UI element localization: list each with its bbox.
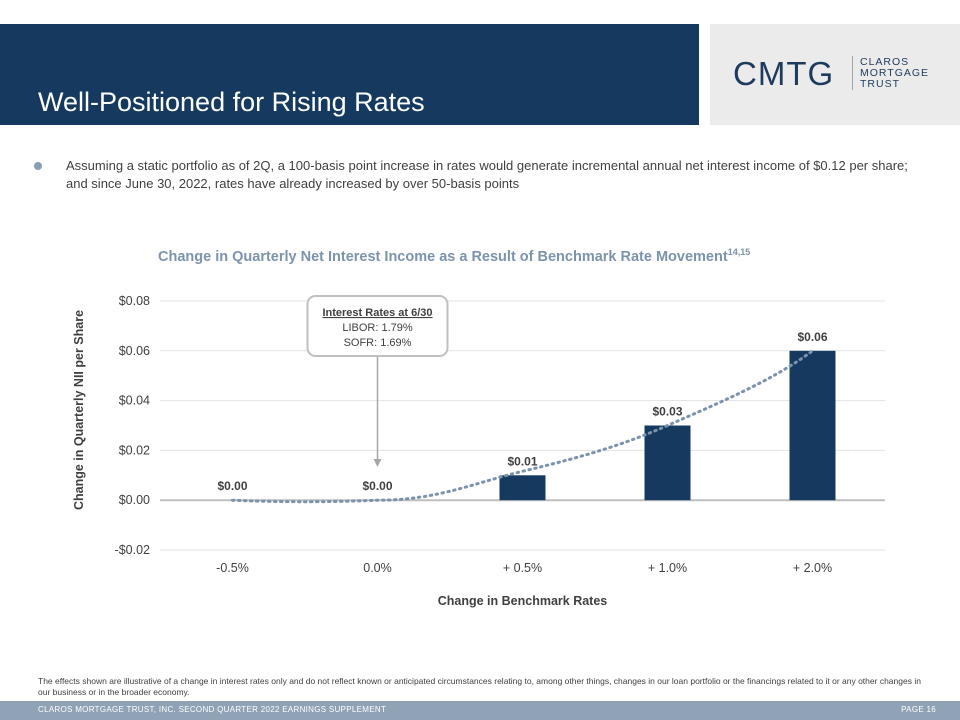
- x-axis-title: Change in Benchmark Rates: [438, 594, 608, 608]
- data-label: $0.00: [362, 479, 392, 493]
- y-tick-label: $0.04: [119, 394, 150, 408]
- x-tick-label: + 1.0%: [648, 561, 687, 575]
- footer-document-title: CLAROS MORTGAGE TRUST, INC. SECOND QUART…: [38, 705, 387, 714]
- bar: [644, 425, 691, 501]
- y-tick-label: $0.02: [119, 443, 150, 457]
- bar: [789, 350, 836, 501]
- y-axis-title: Change in Quarterly NII per Share: [72, 310, 86, 510]
- chart-title: Change in Quarterly Net Interest Income …: [158, 247, 750, 265]
- company-logo: CMTG: [733, 55, 835, 92]
- callout-title: Interest Rates at 6/30: [322, 307, 432, 319]
- header-band: [0, 24, 699, 125]
- bar: [499, 475, 546, 501]
- data-label: $0.03: [652, 405, 682, 419]
- bullet-dot: [34, 162, 42, 170]
- logo-panel: [710, 24, 960, 125]
- callout-box: [306, 295, 449, 357]
- data-label: $0.06: [797, 330, 827, 344]
- chart-title-text: Change in Quarterly Net Interest Income …: [158, 248, 728, 265]
- footer-bar: [0, 701, 960, 720]
- x-tick-label: 0.0%: [363, 561, 392, 575]
- logo-wordmark: CLAROS MORTGAGE TRUST: [860, 57, 929, 90]
- callout-libor: LIBOR: 1.79%: [342, 322, 413, 334]
- trend-line: [231, 349, 814, 504]
- x-tick-label: -0.5%: [216, 561, 249, 575]
- page-number: PAGE 16: [901, 705, 936, 714]
- x-tick-label: + 0.5%: [503, 561, 542, 575]
- chart-title-footnote: 14,15: [727, 247, 751, 257]
- bullet-text: Assuming a static portfolio as of 2Q, a …: [66, 158, 908, 191]
- logo-line-3: TRUST: [860, 78, 900, 90]
- page-title: Well-Positioned for Rising Rates: [38, 87, 425, 117]
- y-tick-label: $0.08: [119, 294, 150, 308]
- logo-line-1: CLAROS: [860, 56, 910, 68]
- data-label: $0.01: [507, 454, 537, 468]
- disclaimer-note: The effects shown are illustrative of a …: [38, 676, 921, 697]
- callout-sofr: SOFR: 1.69%: [344, 337, 412, 349]
- logo-line-2: MORTGAGE: [860, 67, 930, 79]
- bar-chart: -$0.02 $0.00 $0.02 $0.04 $0.06 $0.08 $0.00 -0.5…: [72, 294, 885, 608]
- logo-divider: [852, 56, 853, 90]
- y-tick-label: -$0.02: [115, 543, 150, 557]
- callout-arrow-head: [373, 459, 382, 467]
- x-tick-label: + 2.0%: [793, 561, 832, 575]
- data-label: $0.00: [217, 479, 247, 493]
- y-tick-label: $0.06: [119, 344, 150, 358]
- y-tick-label: $0.00: [119, 493, 150, 507]
